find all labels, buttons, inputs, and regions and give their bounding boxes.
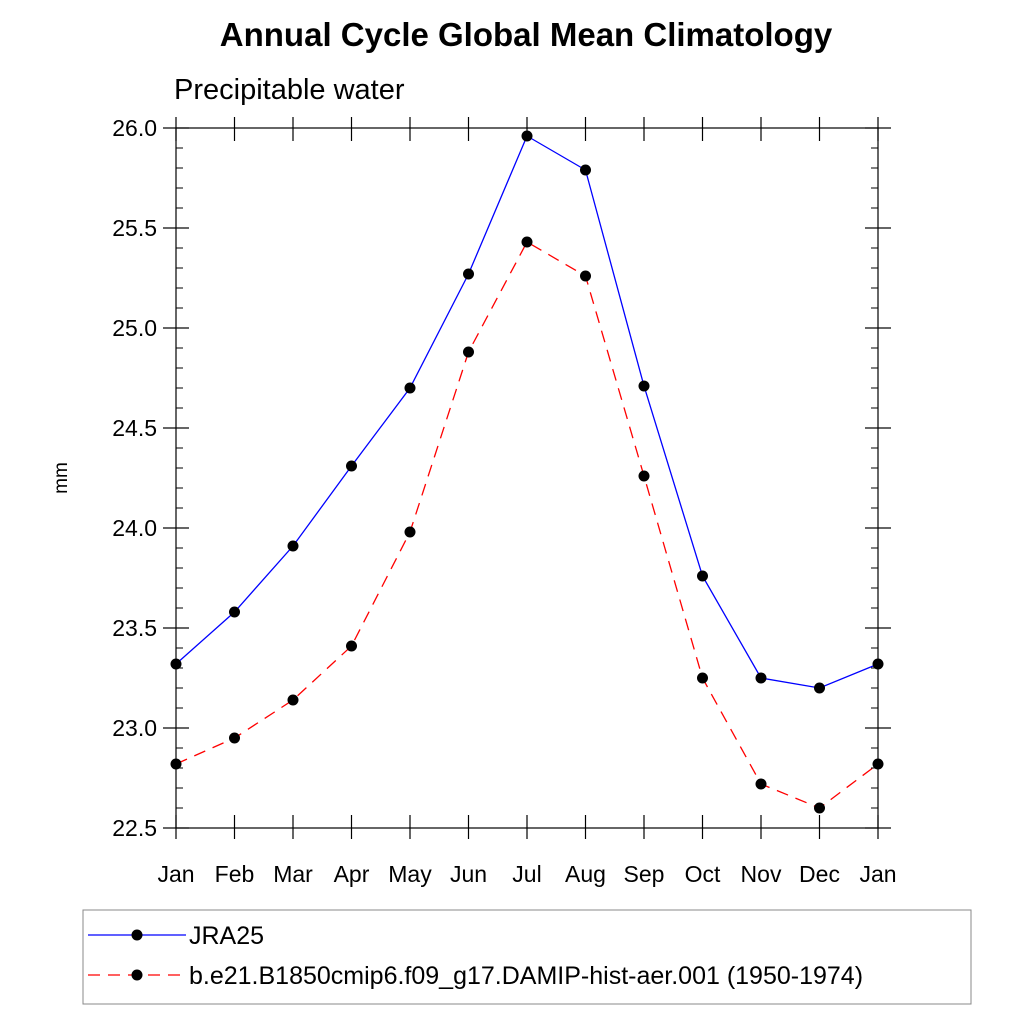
data-point [814,682,825,694]
series-layer [170,130,884,814]
data-point [755,778,767,790]
data-point [287,540,299,552]
legend-marker [131,969,143,981]
legend-label: b.e21.B1850cmip6.f09_g17.DAMIP-hist-aer.… [189,962,863,990]
legend-label: JRA25 [189,922,264,950]
data-point [229,606,240,618]
x-tick-label: Dec [799,861,840,887]
y-tick-label: 25.0 [112,315,157,341]
series-1 [170,130,884,694]
data-point [814,802,825,814]
x-tick-label: Jul [512,861,541,887]
data-point [638,470,650,482]
data-point [404,382,416,394]
x-tick-label: Nov [741,861,782,887]
chart-subtitle: Precipitable water [174,74,405,106]
data-point [463,268,474,280]
legend-marker [131,929,143,941]
data-point [346,640,357,652]
chart-title: Annual Cycle Global Mean Climatology [220,16,833,53]
y-tick-label: 25.5 [112,215,157,241]
axes: Jan Feb Mar Apr May Jun Jul Aug Sep Oct Nov Dec Jan2… [112,115,896,887]
x-tick-label: Aug [565,861,606,887]
data-point [521,236,533,248]
x-tick-label: Oct [685,861,721,887]
data-point [346,460,357,472]
data-point [229,732,240,744]
legend-box [82,909,972,1005]
y-tick-label: 26.0 [112,115,157,141]
y-axis-label: mm [51,462,72,494]
x-tick-label: Jan [157,861,194,887]
data-point [463,346,474,358]
data-point [638,380,650,392]
legend: JRA25 b.e21.B1850cmip6.f09_g17.DAMIP-hist… [82,909,972,1005]
y-tick-label: 24.5 [112,415,157,441]
series-line [175,135,879,689]
x-tick-label: Apr [334,861,370,887]
data-point [404,526,416,538]
x-tick-label: Jan [859,861,896,887]
series-2 [170,236,884,814]
data-point [580,164,591,176]
x-tick-label: Feb [215,861,255,887]
x-tick-label: Sep [624,861,665,887]
series-line [175,241,879,809]
data-point [580,270,591,282]
x-tick-label: Jun [450,861,487,887]
data-point [755,672,767,684]
y-tick-label: 23.0 [112,715,157,741]
data-point [697,672,708,684]
y-tick-label: 22.5 [112,815,157,841]
data-point [287,694,299,706]
plot-frame [175,127,879,829]
y-tick-label: 24.0 [112,515,157,541]
x-tick-label: May [388,861,432,887]
y-tick-label: 23.5 [112,615,157,641]
x-tick-label: Mar [273,861,313,887]
data-point [697,570,708,582]
